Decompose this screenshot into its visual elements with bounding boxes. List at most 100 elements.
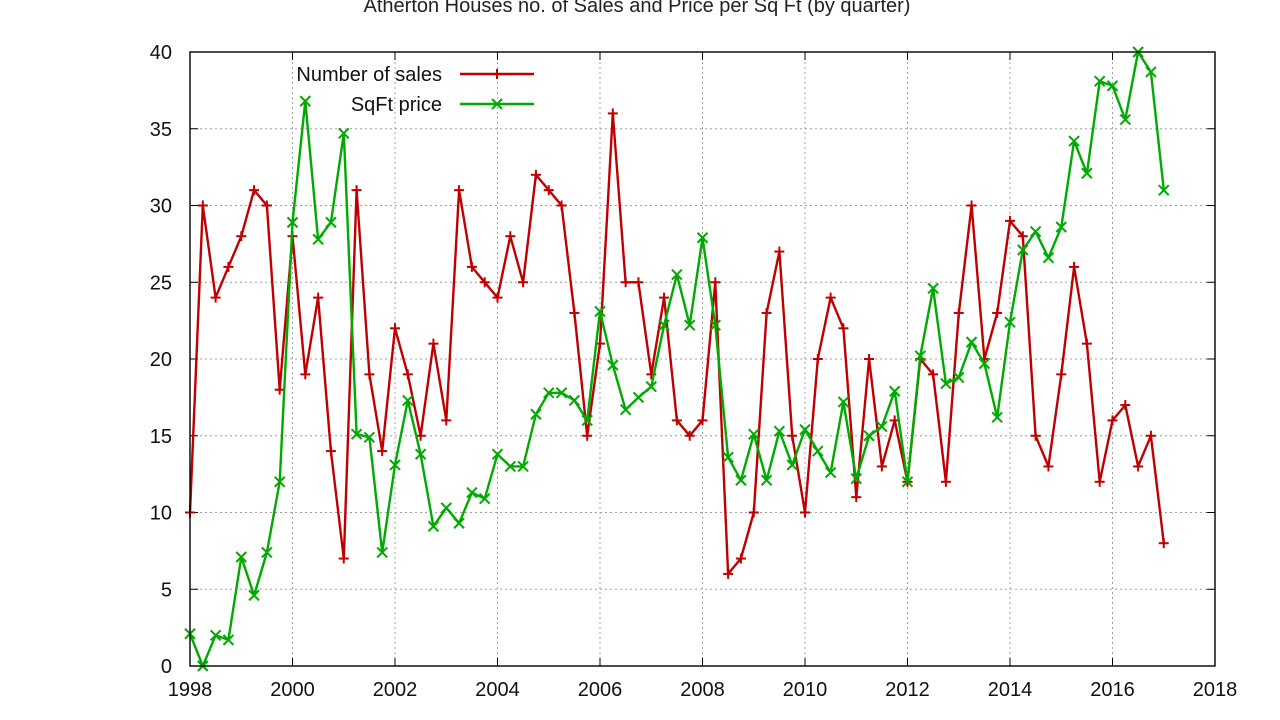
plus-marker: [274, 384, 285, 395]
x-marker: [1042, 251, 1055, 264]
plus-marker: [1133, 461, 1144, 472]
plus-marker: [300, 369, 311, 380]
plus-marker: [735, 553, 746, 564]
plus-marker: [1043, 461, 1054, 472]
plus-marker: [1056, 369, 1067, 380]
plot-frame: [189, 51, 1216, 667]
x-marker: [312, 233, 324, 245]
x-marker: [1004, 316, 1016, 328]
x-marker: [543, 387, 555, 399]
plus-marker: [492, 292, 503, 303]
legend-label: Number of sales: [296, 64, 442, 86]
plus-marker: [236, 231, 247, 242]
x-marker: [888, 385, 901, 397]
x-marker: [235, 551, 247, 563]
x-marker: [453, 517, 465, 529]
y-tick-label: 15: [150, 426, 172, 448]
x-tick-label: 1998: [168, 679, 213, 701]
plus-marker: [851, 492, 862, 503]
plus-marker: [684, 430, 695, 441]
x-tick-label: 2004: [475, 679, 520, 701]
x-tick-label: 2002: [373, 679, 418, 701]
x-marker: [376, 546, 388, 559]
x-marker: [683, 319, 696, 331]
plus-marker: [1158, 538, 1169, 549]
x-marker: [914, 350, 927, 362]
x-marker: [402, 394, 414, 407]
x-marker: [696, 232, 709, 244]
x-marker: [325, 216, 337, 229]
plus-marker: [607, 108, 618, 119]
x-marker: [850, 473, 862, 485]
plus-marker: [812, 354, 823, 364]
plus-marker: [633, 277, 644, 288]
x-marker: [478, 492, 491, 505]
x-marker: [286, 216, 299, 229]
x-marker: [760, 474, 773, 486]
x-tick-label: 2016: [1090, 679, 1135, 701]
plus-marker: [492, 69, 502, 79]
legend-label: SqFt price: [351, 94, 442, 116]
x-marker: [978, 357, 991, 370]
plus-marker: [377, 446, 388, 457]
x-marker: [786, 459, 798, 471]
x-marker: [799, 423, 811, 436]
x-marker: [209, 629, 222, 642]
plus-marker: [620, 277, 631, 288]
x-marker: [1145, 66, 1157, 78]
series-number-of-sales: [185, 108, 1169, 579]
x-marker: [863, 430, 875, 442]
plus-marker: [710, 277, 721, 288]
x-tick-label: 2018: [1193, 679, 1238, 701]
plus-marker: [428, 338, 439, 349]
x-marker: [1119, 113, 1132, 126]
chart-title: Atherton Houses no. of Sales and Price p…: [364, 0, 911, 17]
plus-marker: [1107, 415, 1118, 426]
plus-marker: [876, 461, 887, 472]
plus-marker: [774, 246, 785, 257]
x-marker: [581, 414, 593, 427]
x-marker: [299, 95, 312, 107]
x-marker: [709, 319, 722, 331]
plus-marker: [530, 169, 541, 180]
series-layer: [184, 46, 1170, 672]
plus-marker: [505, 231, 516, 242]
plus-marker: [1120, 400, 1131, 411]
x-marker: [363, 431, 376, 443]
x-marker: [773, 425, 786, 437]
x-tick-label: 2000: [270, 679, 315, 701]
x-marker: [261, 546, 273, 559]
plus-marker: [1005, 215, 1015, 226]
x-marker: [748, 428, 760, 440]
plus-marker: [671, 415, 682, 426]
x-marker: [876, 420, 888, 433]
x-marker: [837, 396, 850, 408]
plus-marker: [1094, 476, 1105, 487]
plus-marker: [992, 307, 1003, 318]
x-marker: [619, 403, 632, 416]
x-marker: [517, 460, 529, 473]
x-marker: [953, 371, 965, 384]
x-marker: [440, 502, 452, 514]
y-tick-label: 20: [150, 349, 172, 371]
y-axis: 0 5 10 15 20 25 30 35 40: [150, 42, 1215, 678]
plus-marker: [800, 507, 810, 518]
x-marker: [991, 411, 1003, 424]
plus-marker: [249, 185, 260, 196]
plus-marker: [313, 292, 324, 303]
x-marker: [427, 520, 440, 533]
y-tick-label: 35: [150, 119, 172, 141]
x-tick-label: 2010: [783, 679, 828, 701]
x-tick-label: 2012: [885, 679, 930, 701]
plus-marker: [518, 277, 529, 288]
plus-marker: [338, 553, 349, 564]
x-marker: [555, 387, 568, 399]
legend: Number of sales SqFt price: [296, 64, 534, 116]
plus-marker: [556, 200, 567, 211]
plus-marker: [261, 200, 272, 211]
x-marker: [222, 634, 235, 646]
plus-marker: [466, 261, 477, 272]
plus-marker: [1081, 338, 1092, 349]
plus-marker: [402, 369, 413, 380]
plus-marker: [351, 185, 362, 196]
